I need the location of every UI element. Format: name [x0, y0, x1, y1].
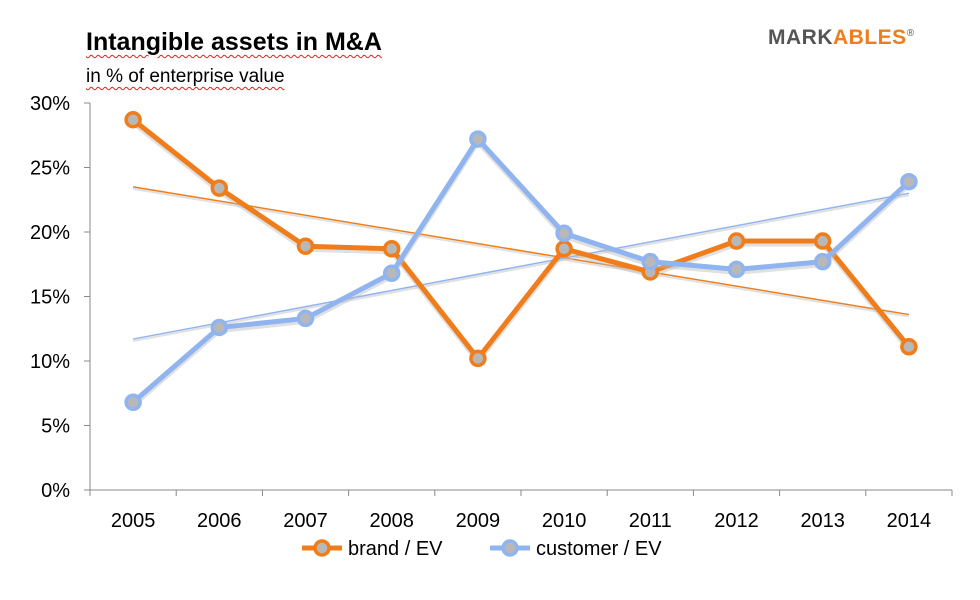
data-point: [124, 111, 142, 129]
series-line: [131, 136, 911, 405]
x-tick-label: 2011: [629, 510, 672, 532]
data-point: [813, 252, 832, 271]
series-line: [131, 117, 911, 361]
chart-subtitle: in % of enterprise value: [86, 66, 285, 87]
chart-title: Intangible assets in M&A: [86, 28, 382, 56]
data-point: [382, 264, 401, 283]
data-point: [210, 179, 229, 197]
y-tick-label: 30%: [30, 93, 70, 115]
data-point: [382, 240, 401, 258]
y-tick-label: 5%: [41, 416, 70, 438]
x-tick-label: 2014: [887, 510, 932, 532]
x-tick-label: 2012: [714, 510, 759, 532]
data-point: [727, 260, 746, 279]
x-tick-label: 2006: [197, 510, 242, 532]
x-tick-label: 2005: [111, 510, 156, 532]
legend-marker: [501, 539, 519, 557]
x-tick-label: 2010: [542, 510, 587, 532]
data-point: [296, 237, 315, 255]
trendline-shadow: [132, 187, 910, 318]
logo-text-part2: ABLES: [833, 26, 907, 49]
y-tick-label: 0%: [41, 480, 70, 502]
markables-logo: MARKABLES®: [768, 26, 915, 50]
registered-mark: ®: [906, 28, 915, 39]
x-tick-label: 2008: [369, 510, 414, 532]
data-point: [900, 338, 918, 356]
data-point: [900, 172, 918, 191]
logo-text-part1: MARK: [768, 26, 833, 49]
x-tick-label: 2009: [456, 510, 501, 532]
data-point: [555, 224, 573, 243]
legend-label: customer / EV: [536, 538, 662, 560]
data-point: [813, 232, 832, 250]
legend-marker: [313, 539, 331, 557]
trendline: [132, 192, 910, 340]
data-point: [124, 393, 142, 412]
data-point: [727, 232, 746, 250]
data-point: [555, 240, 573, 258]
data-point: [296, 309, 315, 328]
data-point: [641, 252, 660, 271]
trendline-shadow: [132, 194, 910, 343]
trendline: [132, 186, 910, 316]
x-tick-label: 2007: [283, 510, 328, 532]
series-line-shadow: [131, 139, 911, 408]
y-tick-label: 10%: [30, 351, 70, 373]
y-tick-label: 25%: [30, 158, 70, 180]
y-tick-label: 20%: [30, 222, 70, 244]
y-tick-label: 15%: [30, 287, 70, 309]
x-tick-label: 2013: [800, 510, 845, 532]
data-point: [469, 130, 487, 148]
data-point: [469, 349, 487, 368]
data-point: [210, 318, 229, 337]
legend-label: brand / EV: [348, 538, 443, 560]
